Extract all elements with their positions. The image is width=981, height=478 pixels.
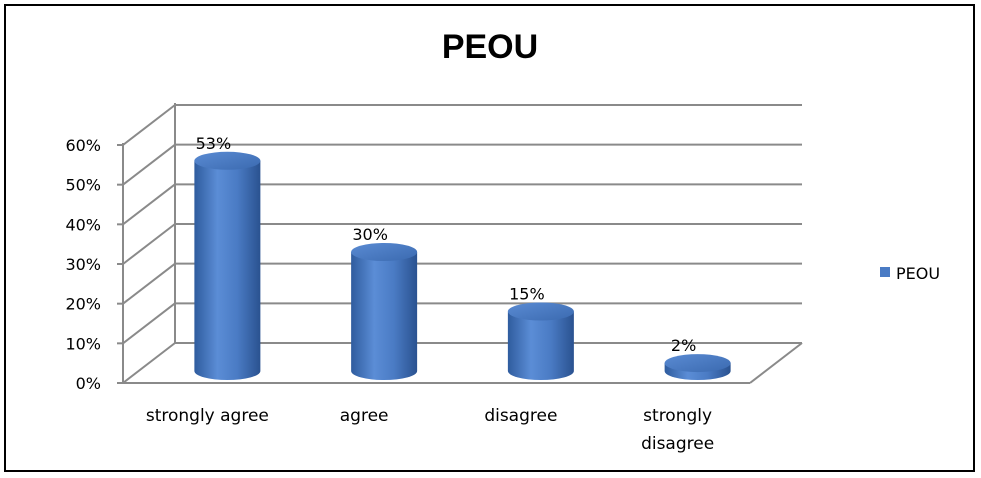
data-label: 30% <box>352 225 388 244</box>
bar: 2% <box>664 336 731 380</box>
bar: 30% <box>351 225 418 380</box>
y-tick-label: 50% <box>65 176 101 195</box>
bar-body <box>194 160 261 380</box>
bar-body <box>351 252 418 380</box>
category-label-line: disagree <box>484 406 557 426</box>
y-tick-label: 30% <box>65 255 101 274</box>
chart-walls <box>122 103 803 384</box>
gridline-side <box>122 223 176 265</box>
y-tick-label: 60% <box>65 136 101 155</box>
y-tick-label: 20% <box>65 295 101 314</box>
gridline-side <box>122 143 176 186</box>
category-label: agree <box>340 406 389 426</box>
y-axis-ticks: 0% 10% 20% 30% 40% 50% 60% <box>65 136 123 393</box>
category-label-line: strongly <box>643 406 712 426</box>
y-tick-label: 10% <box>65 334 101 353</box>
gridline-side <box>122 262 176 305</box>
legend-label: PEOU <box>896 264 940 283</box>
category-label: strongly disagree <box>641 406 714 454</box>
floor-right-edge <box>749 342 803 384</box>
legend-swatch <box>880 267 890 277</box>
data-label: 2% <box>671 336 696 355</box>
data-label: 53% <box>196 134 232 153</box>
category-label-line: disagree <box>641 434 714 454</box>
chart-title: PEOU <box>442 28 538 66</box>
gridline-side <box>122 302 176 345</box>
bar: 53% <box>194 134 261 380</box>
bars: 53% 30% 15% 2% <box>194 134 731 380</box>
legend: PEOU <box>880 264 940 283</box>
bar-cap <box>507 302 574 321</box>
bar-body <box>507 311 574 380</box>
data-label: 15% <box>509 285 545 304</box>
bar-cap <box>351 243 418 261</box>
category-label-line: strongly agree <box>146 406 269 426</box>
gridline-side <box>122 183 176 226</box>
floor-side-edge <box>122 342 176 384</box>
bar-cap <box>664 354 731 373</box>
y-tick-label: 40% <box>65 215 101 234</box>
gridline-side <box>122 104 176 146</box>
y-tick-label: 0% <box>76 374 101 393</box>
category-label-line: agree <box>340 406 389 426</box>
chart-frame <box>4 4 975 472</box>
category-label: disagree <box>484 406 557 426</box>
bar: 15% <box>507 285 574 380</box>
x-axis-categories: strongly agree agree disagree strongly disag… <box>146 406 714 454</box>
category-label: strongly agree <box>146 406 269 426</box>
bar-cap <box>194 151 261 170</box>
